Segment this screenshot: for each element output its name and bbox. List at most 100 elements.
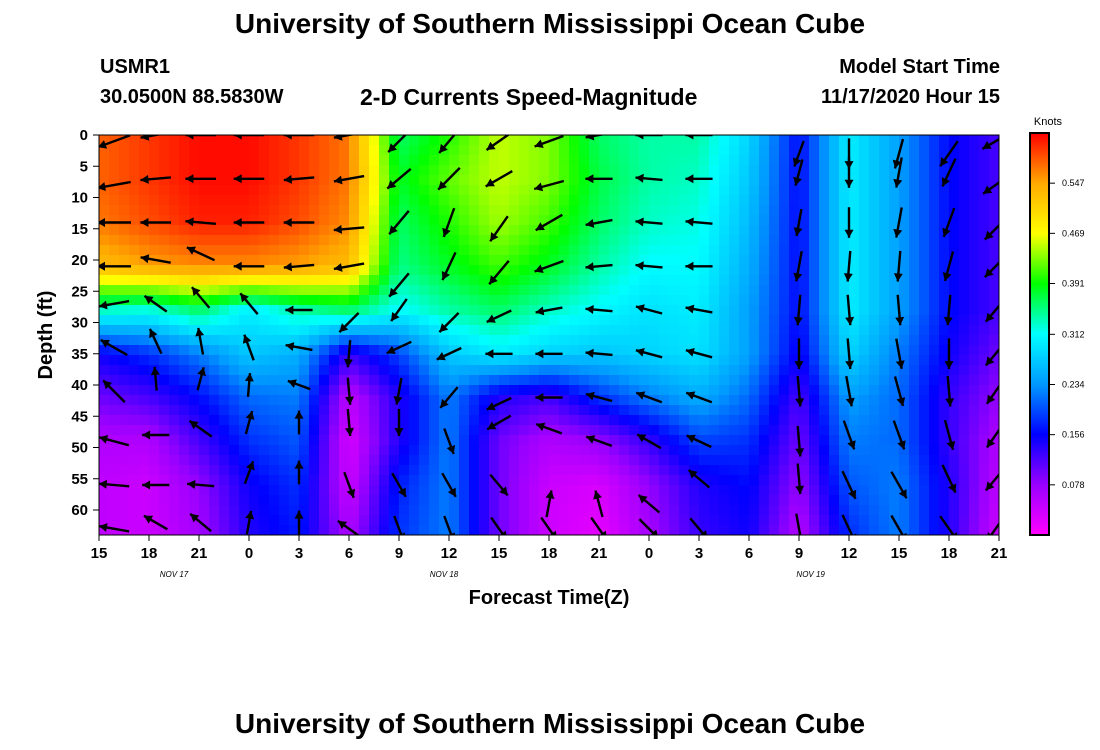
heatmap-cell — [329, 385, 340, 396]
heatmap-cell — [239, 365, 250, 376]
heatmap-cell — [439, 245, 450, 256]
heatmap-cell — [799, 445, 810, 456]
heatmap-cell — [199, 155, 210, 166]
heatmap-cell — [919, 135, 930, 146]
heatmap-cell — [489, 135, 500, 146]
heatmap-cell — [579, 305, 590, 316]
heatmap-cell — [109, 285, 120, 296]
heatmap-cell — [379, 255, 390, 266]
heatmap-cell — [499, 455, 510, 466]
heatmap-cell — [149, 225, 160, 236]
heatmap-cell — [469, 505, 480, 516]
heatmap-cell — [679, 465, 690, 476]
heatmap-cell — [969, 155, 980, 166]
heatmap-cell — [319, 155, 330, 166]
heatmap-cell — [719, 175, 730, 186]
heatmap-cell — [279, 415, 290, 426]
heatmap-cell — [359, 435, 370, 446]
heatmap-cell — [929, 215, 940, 226]
heatmap-cell — [839, 345, 850, 356]
heatmap-cell — [359, 455, 370, 466]
heatmap-cell — [979, 245, 990, 256]
heatmap-cell — [969, 425, 980, 436]
heatmap-cell — [389, 525, 400, 535]
heatmap-cell — [539, 315, 550, 326]
heatmap-cell — [519, 435, 530, 446]
heatmap-cell — [409, 245, 420, 256]
heatmap-cell — [549, 155, 560, 166]
heatmap-cell — [339, 135, 350, 146]
heatmap-cell — [949, 225, 960, 236]
heatmap-cell — [329, 435, 340, 446]
heatmap-cell — [889, 335, 900, 346]
heatmap-cell — [179, 165, 190, 176]
heatmap-cell — [419, 385, 430, 396]
heatmap-cell — [129, 505, 140, 516]
heatmap-cell — [199, 375, 210, 386]
heatmap-cell — [749, 245, 760, 256]
heatmap-cell — [719, 225, 730, 236]
heatmap-cell — [559, 135, 570, 146]
heatmap-cell — [479, 445, 490, 456]
current-arrow — [140, 254, 171, 264]
heatmap-cell — [449, 425, 460, 436]
heatmap-cell — [499, 285, 510, 296]
heatmap-cell — [539, 375, 550, 386]
heatmap-cell — [209, 275, 220, 286]
heatmap-cell — [829, 415, 840, 426]
heatmap-cell — [699, 475, 710, 486]
heatmap-cell — [459, 295, 470, 306]
heatmap-cell — [679, 405, 690, 416]
current-arrow — [185, 135, 216, 140]
heatmap-cell — [829, 205, 840, 216]
heatmap-cell — [419, 225, 430, 236]
heatmap-cell — [529, 375, 540, 386]
heatmap-cell — [689, 485, 700, 496]
heatmap-cell — [749, 365, 760, 376]
heatmap-cell — [479, 165, 490, 176]
heatmap-cell — [199, 505, 210, 516]
heatmap-cell — [409, 205, 420, 216]
heatmap-cell — [839, 475, 850, 486]
heatmap-cell — [539, 405, 550, 416]
heatmap-cell — [629, 225, 640, 236]
heatmap-cell — [969, 375, 980, 386]
heatmap-cell — [859, 225, 870, 236]
heatmap-cell — [919, 445, 930, 456]
heatmap-cell — [869, 525, 880, 535]
heatmap-cell — [639, 385, 650, 396]
heatmap-cell — [969, 335, 980, 346]
heatmap-cell — [99, 405, 110, 416]
heatmap-cell — [369, 305, 380, 316]
heatmap-cell — [369, 445, 380, 456]
heatmap-cell — [179, 515, 190, 526]
heatmap-cell — [899, 245, 910, 256]
heatmap-cell — [969, 165, 980, 176]
heatmap-cell — [119, 205, 130, 216]
heatmap-cell — [399, 215, 410, 226]
heatmap-cell — [429, 365, 440, 376]
heatmap-cell — [459, 245, 470, 256]
heatmap-cell — [559, 245, 570, 256]
heatmap-cell — [599, 225, 610, 236]
heatmap-cell — [479, 365, 490, 376]
heatmap-cell — [679, 485, 690, 496]
heatmap-cell — [419, 485, 430, 496]
heatmap-cell — [199, 335, 210, 346]
heatmap-cell — [279, 305, 290, 316]
heatmap-cell — [309, 305, 320, 316]
heatmap-cell — [179, 175, 190, 186]
heatmap-cell — [819, 405, 830, 416]
heatmap-cell — [719, 425, 730, 436]
heatmap-cell — [509, 485, 520, 496]
heatmap-cell — [449, 165, 460, 176]
heatmap-cell — [659, 245, 670, 256]
heatmap-cell — [759, 225, 770, 236]
heatmap-cell — [709, 215, 720, 226]
heatmap-cell — [139, 155, 150, 166]
heatmap-cell — [759, 275, 770, 286]
heatmap-cell — [479, 495, 490, 506]
heatmap-cell — [329, 345, 340, 356]
heatmap-cell — [609, 295, 620, 306]
heatmap-cell — [949, 505, 960, 516]
